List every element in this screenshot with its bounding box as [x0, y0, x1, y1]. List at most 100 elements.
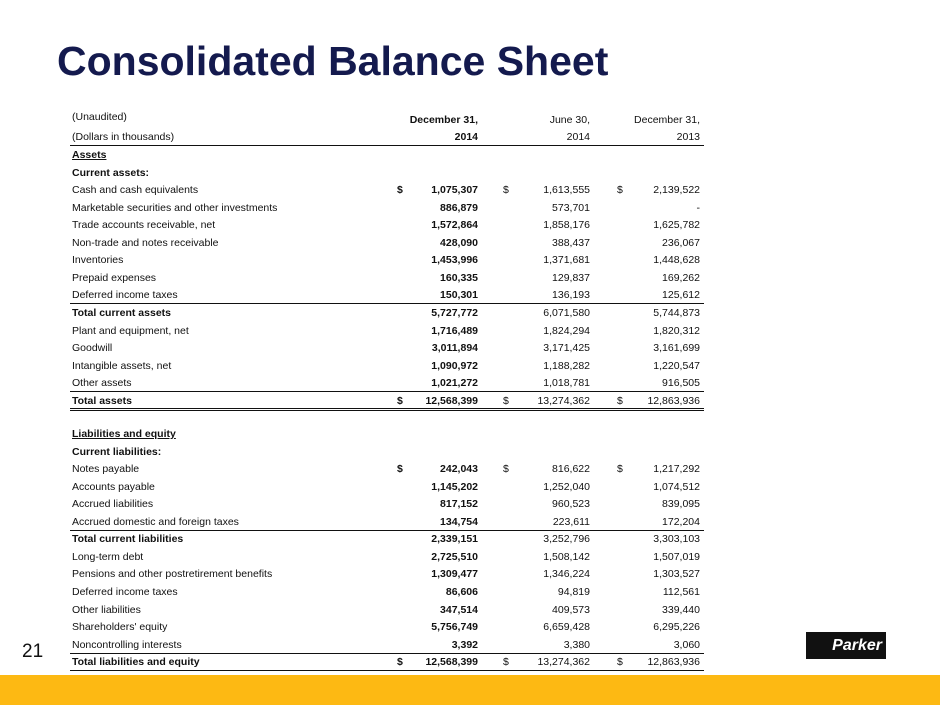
row-value: 12,568,399	[425, 394, 478, 407]
row-value: 5,756,749	[431, 621, 478, 634]
row-value: 1,188,282	[543, 359, 590, 372]
row-label: Accounts payable	[72, 480, 155, 493]
row-label: Deferred income taxes	[72, 289, 178, 302]
note: (Unaudited)	[72, 111, 127, 123]
row-value: 3,171,425	[543, 342, 590, 355]
row-value: 3,161,699	[653, 342, 700, 355]
page-number: 21	[22, 641, 44, 662]
row-label: Liabilities and equity	[72, 428, 176, 441]
row-value: 2,139,522	[653, 184, 700, 197]
row-label: Total liabilities and equity	[72, 656, 200, 669]
row-value: 2,339,151	[431, 533, 478, 546]
row-value: 169,262	[662, 271, 700, 284]
row-value: 1,448,628	[653, 254, 700, 267]
row-value: 6,659,428	[543, 621, 590, 634]
row-value: 1,613,555	[543, 184, 590, 197]
row-label: Deferred income taxes	[72, 585, 178, 598]
row-label: Long-term debt	[72, 550, 144, 563]
currency-sign: $	[503, 656, 509, 669]
row-value: 1,309,477	[431, 568, 478, 581]
row-value: 3,060	[673, 638, 700, 651]
row-value: 1,217,292	[653, 463, 700, 476]
row-value: 3,011,894	[431, 342, 478, 355]
row-value: -	[696, 201, 701, 214]
row-value: 3,380	[563, 638, 590, 651]
row-value: 242,043	[440, 463, 478, 476]
row-value: 1,453,996	[431, 254, 478, 267]
column-year: 2014	[454, 131, 478, 143]
row-label: Shareholders' equity	[72, 621, 168, 634]
column-year: 2014	[566, 131, 590, 143]
row-value: 136,193	[552, 289, 590, 302]
row-label: Intangible assets, net	[72, 359, 172, 372]
currency-sign: $	[397, 394, 403, 407]
row-value: 1,625,782	[653, 219, 700, 232]
row-value: 1,075,307	[431, 184, 478, 197]
row-label: Non-trade and notes receivable	[72, 236, 219, 249]
row-label: Prepaid expenses	[72, 271, 157, 284]
row-label: Other liabilities	[72, 603, 141, 616]
row-label: Goodwill	[72, 342, 113, 355]
row-value: 12,863,936	[647, 656, 700, 669]
row-value: 12,568,399	[425, 656, 478, 669]
row-value: 5,744,873	[653, 306, 700, 319]
row-label: Notes payable	[72, 463, 140, 476]
row-value: 816,622	[552, 463, 590, 476]
currency-sign: $	[397, 184, 403, 197]
row-rule	[70, 303, 704, 305]
currency-sign: $	[503, 184, 509, 197]
row-value: 428,090	[440, 236, 478, 249]
currency-sign: $	[397, 463, 403, 476]
row-label: Total assets	[72, 394, 132, 407]
row-value: 339,440	[662, 603, 700, 616]
row-value: 5,727,772	[431, 306, 478, 319]
row-value: 817,152	[440, 498, 478, 511]
row-value: 1,220,547	[653, 359, 700, 372]
currency-sign: $	[503, 394, 509, 407]
row-label: Noncontrolling interests	[72, 638, 182, 651]
row-rule	[70, 529, 704, 531]
row-value: 2,725,510	[431, 550, 478, 563]
row-value: 1,371,681	[543, 254, 590, 267]
row-rule	[70, 670, 704, 672]
row-value: 1,858,176	[543, 219, 590, 232]
row-value: 1,716,489	[431, 324, 478, 337]
row-label: Total current liabilities	[72, 533, 184, 546]
row-value: 1,018,781	[543, 377, 590, 390]
row-value: 223,611	[552, 515, 590, 528]
row-value: 1,074,512	[653, 480, 700, 493]
row-label: Assets	[72, 149, 107, 161]
row-value: 112,561	[662, 585, 700, 598]
row-value: 1,572,864	[431, 219, 478, 232]
slide-title: Consolidated Balance Sheet	[57, 38, 609, 84]
row-value: 1,090,972	[431, 359, 478, 372]
row-value: 3,392	[451, 638, 478, 651]
row-label: Trade accounts receivable, net	[72, 219, 216, 232]
logo: Parker	[806, 632, 886, 659]
row-label: Cash and cash equivalents	[72, 184, 199, 197]
row-value: 150,301	[440, 289, 478, 302]
row-value: 160,335	[440, 271, 478, 284]
row-label: Current liabilities:	[72, 445, 162, 458]
row-label: Plant and equipment, net	[72, 324, 189, 337]
row-label: Pensions and other postretirement benefi…	[72, 568, 273, 581]
row-value: 12,863,936	[647, 394, 700, 407]
row-value: 129,837	[552, 271, 590, 284]
row-value: 1,346,224	[543, 568, 590, 581]
row-value: 1,021,272	[431, 377, 478, 390]
currency-sign: $	[617, 656, 623, 669]
row-value: 1,820,312	[653, 324, 700, 337]
currency-sign: $	[617, 463, 623, 476]
row-value: 1,507,019	[653, 550, 700, 563]
currency-sign: $	[503, 463, 509, 476]
row-label: Current assets:	[72, 166, 150, 179]
row-value: 916,505	[662, 377, 700, 390]
row-value: 1,508,142	[543, 550, 590, 563]
currency-sign: $	[617, 394, 623, 407]
row-value: 1,145,202	[431, 480, 478, 493]
row-label: Accrued liabilities	[72, 498, 154, 511]
row-value: 86,606	[445, 585, 478, 598]
column-year: 2013	[676, 131, 700, 143]
row-label: Marketable securities and other investme…	[72, 201, 278, 214]
